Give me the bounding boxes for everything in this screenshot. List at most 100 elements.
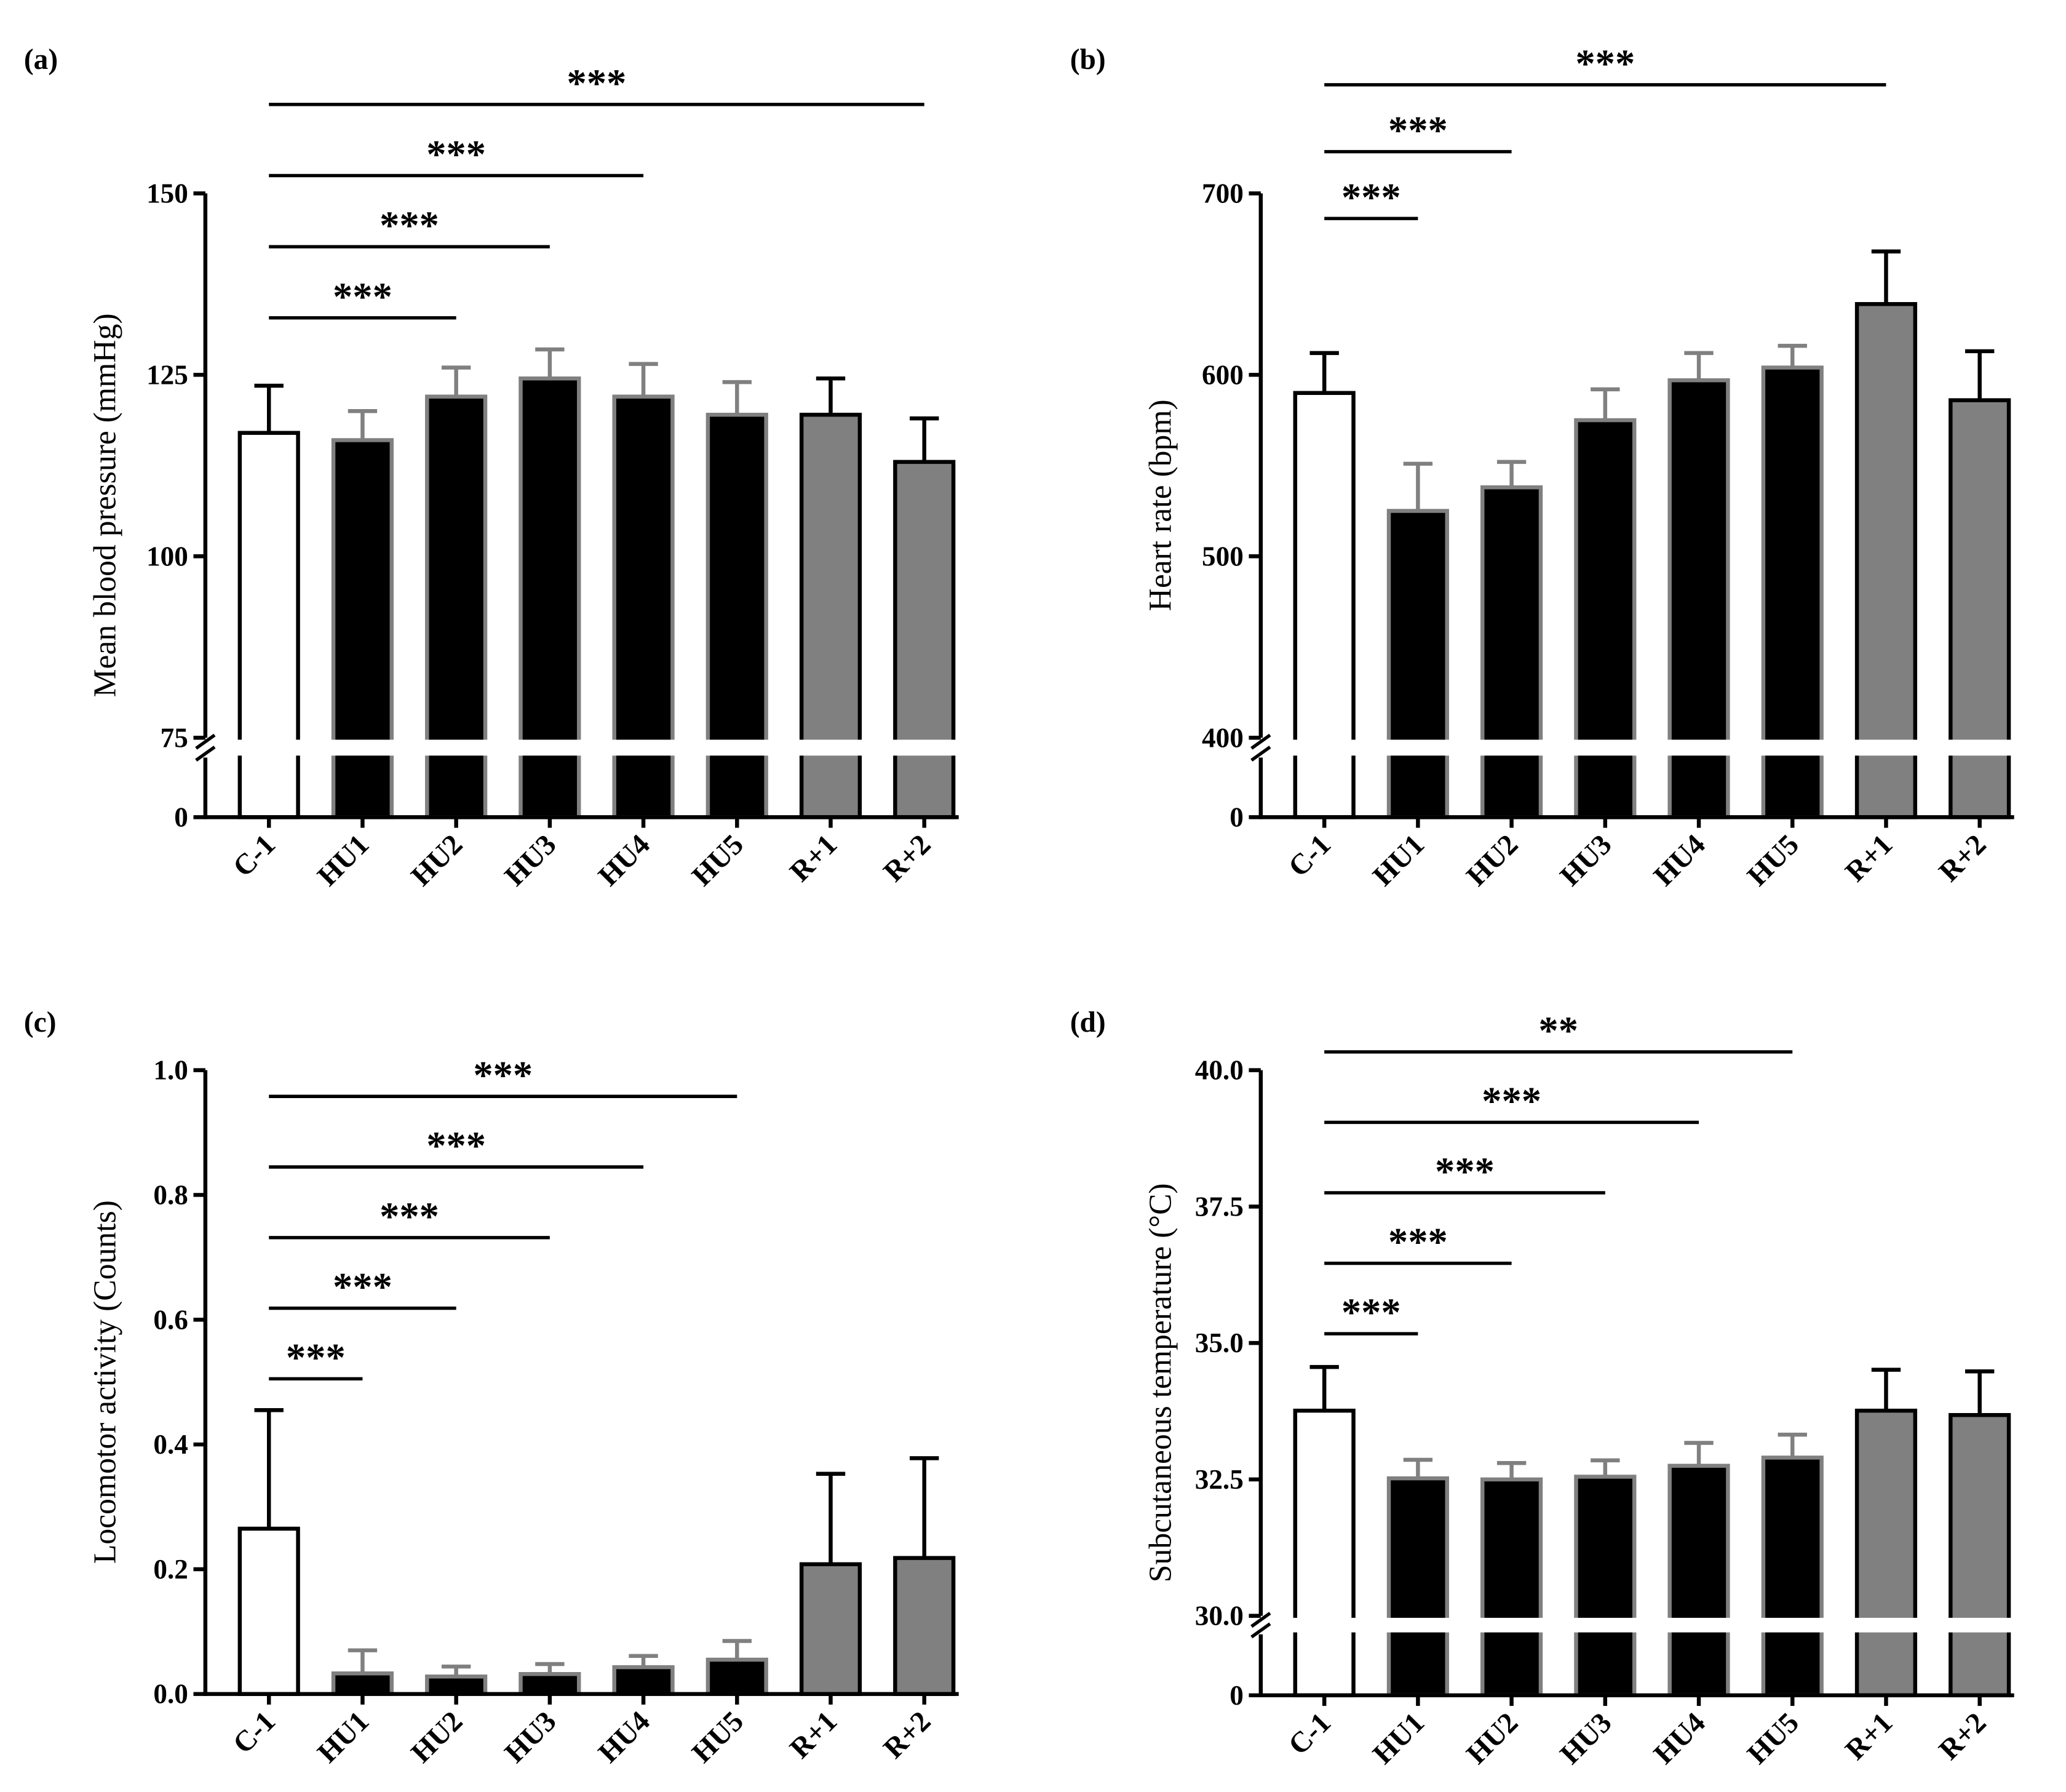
panel-label: (a) — [24, 44, 58, 76]
x-tick-label: HU4 — [1648, 829, 1712, 893]
axis-break-gap — [1244, 1617, 2020, 1633]
bar — [1949, 1412, 2011, 1698]
y-axis-label: Mean blood pressure (mmHg) — [87, 313, 122, 697]
y-tick-label: 32.5 — [1195, 1464, 1244, 1495]
bar — [1761, 1456, 1824, 1698]
bar — [893, 460, 956, 819]
y-axis-label: Subcutaneous temperature (°C) — [1143, 1183, 1178, 1582]
significance-label: *** — [1341, 175, 1401, 219]
bar — [705, 1657, 768, 1696]
significance-label: *** — [379, 1194, 439, 1238]
bar — [612, 1665, 675, 1696]
y-tick-label: 0.6 — [153, 1304, 188, 1335]
x-tick-label: HU4 — [592, 829, 656, 893]
panel-label: (c) — [24, 1006, 57, 1038]
bar — [518, 1671, 581, 1696]
x-tick-label: C-1 — [1282, 829, 1337, 883]
bar — [893, 1556, 956, 1696]
bar — [1386, 509, 1449, 819]
panel: (c) Locomotor activity (Counts) 0.0 0.2 0.4 0… — [24, 1006, 959, 1769]
y-tick-label: 37.5 — [1195, 1191, 1244, 1222]
bar — [1480, 1477, 1543, 1698]
y-tick-label: 0.4 — [153, 1429, 188, 1460]
x-tick-label: R+1 — [784, 1705, 843, 1765]
bar — [1574, 418, 1637, 819]
y-tick-label: 1.0 — [153, 1055, 188, 1086]
x-tick-label: HU1 — [1367, 1706, 1431, 1770]
significance-label: *** — [1482, 1079, 1541, 1123]
significance-label: *** — [333, 1265, 392, 1309]
bar — [331, 1671, 394, 1696]
bar — [1854, 1408, 1918, 1698]
bar — [237, 1526, 300, 1696]
y-tick-label: 150 — [146, 178, 188, 209]
significance-label: *** — [379, 203, 439, 247]
significance-label: *** — [1575, 41, 1635, 86]
bar — [705, 412, 768, 819]
y-axis-label: Heart rate (bpm) — [1143, 399, 1178, 611]
significance-label: *** — [426, 1123, 486, 1168]
x-tick-label: C-1 — [227, 829, 282, 883]
x-tick-label: HU5 — [1741, 1706, 1805, 1770]
x-tick-label: HU1 — [311, 829, 375, 893]
axis-break-gap — [1244, 739, 2020, 756]
x-tick-label: HU2 — [405, 1705, 469, 1769]
x-tick-label: HU4 — [1648, 1706, 1712, 1770]
bar — [1293, 1408, 1356, 1698]
panel: (a) Mean blood pressure (mmHg) 0 75 100 125 15… — [24, 44, 964, 893]
axis-break-mark — [195, 746, 216, 762]
x-tick-label: HU2 — [405, 829, 469, 893]
bar — [331, 438, 394, 819]
y-tick-label: 0 — [1230, 802, 1244, 832]
y-tick-label: 700 — [1202, 178, 1244, 209]
x-tick-label: R+2 — [1933, 1706, 1993, 1766]
bar — [237, 431, 300, 819]
x-tick-label: R+1 — [1839, 829, 1899, 888]
x-tick-label: HU1 — [311, 1705, 375, 1769]
panel: (b) Heart rate (bpm) 0 400 500 600 700 C-1 HU1 HU… — [1070, 41, 2020, 893]
y-tick-label: 75 — [161, 722, 188, 753]
x-tick-label: C-1 — [227, 1705, 282, 1760]
x-tick-label: HU5 — [1741, 829, 1805, 893]
y-tick-label: 100 — [146, 541, 188, 571]
y-tick-label: 0.8 — [153, 1180, 188, 1211]
x-tick-label: HU5 — [686, 829, 750, 893]
panel: (d) Subcutaneous temperature (°C) 0 30.0 32.… — [1070, 1006, 2020, 1770]
panel-label: (d) — [1070, 1006, 1106, 1038]
x-tick-label: HU3 — [499, 1705, 563, 1769]
y-tick-label: 0.2 — [153, 1554, 188, 1585]
axis-break-mark — [195, 733, 216, 750]
significance-label: *** — [1341, 1290, 1401, 1334]
bar — [425, 1675, 488, 1696]
panel-label: (b) — [1070, 44, 1106, 76]
axis-break-mark — [1250, 1612, 1271, 1628]
x-tick-label: HU3 — [1554, 1706, 1618, 1770]
x-tick-label: HU5 — [686, 1705, 750, 1769]
x-tick-label: R+1 — [1839, 1706, 1899, 1766]
y-tick-label: 400 — [1202, 722, 1244, 753]
x-tick-label: R+2 — [1933, 829, 1993, 888]
x-tick-label: HU3 — [1554, 829, 1618, 893]
significance-label: *** — [567, 61, 627, 105]
bar — [1574, 1475, 1637, 1698]
significance-label: *** — [286, 1335, 346, 1379]
bar — [1386, 1476, 1449, 1698]
x-tick-label: HU3 — [499, 829, 563, 893]
y-tick-label: 0.0 — [153, 1679, 188, 1710]
significance-label: *** — [426, 132, 486, 177]
x-tick-label: HU2 — [1461, 829, 1525, 893]
y-tick-label: 30.0 — [1195, 1601, 1244, 1631]
significance-label: ** — [1538, 1008, 1578, 1053]
y-tick-label: 40.0 — [1195, 1055, 1244, 1086]
axis-break-mark — [1250, 733, 1271, 750]
y-tick-label: 125 — [146, 359, 188, 390]
x-tick-label: HU4 — [592, 1705, 656, 1769]
y-tick-label: 0 — [1230, 1680, 1244, 1711]
x-tick-label: HU2 — [1461, 1706, 1525, 1770]
y-tick-label: 500 — [1202, 541, 1244, 571]
significance-label: *** — [1388, 1220, 1448, 1264]
significance-label: *** — [1388, 108, 1448, 153]
x-tick-label: C-1 — [1282, 1706, 1337, 1761]
x-tick-label: R+2 — [878, 829, 937, 888]
